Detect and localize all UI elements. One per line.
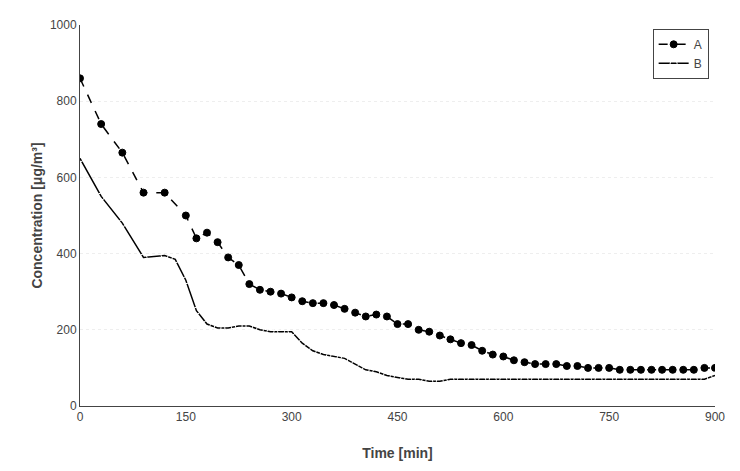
svg-text:750: 750 [599, 410, 619, 424]
svg-text:0: 0 [77, 410, 84, 424]
svg-text:300: 300 [282, 410, 302, 424]
svg-text:150: 150 [176, 410, 196, 424]
svg-text:400: 400 [57, 247, 77, 261]
svg-text:600: 600 [57, 171, 77, 185]
svg-text:800: 800 [57, 94, 77, 108]
svg-text:B: B [694, 57, 702, 71]
svg-text:600: 600 [493, 410, 513, 424]
svg-text:Concentration [μg/m³]: Concentration [μg/m³] [29, 142, 45, 288]
svg-text:200: 200 [57, 323, 77, 337]
svg-text:A: A [694, 38, 702, 52]
svg-text:Time [min]: Time [min] [362, 445, 433, 461]
svg-text:900: 900 [705, 410, 725, 424]
svg-text:0: 0 [70, 399, 77, 413]
svg-text:450: 450 [387, 410, 407, 424]
svg-text:1000: 1000 [50, 18, 77, 32]
